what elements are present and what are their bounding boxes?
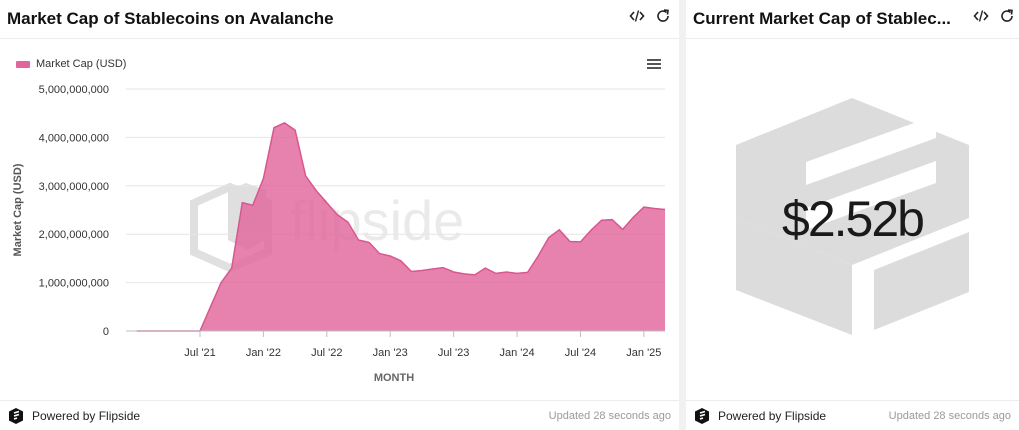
updated-timestamp: Updated 28 seconds ago: [548, 410, 671, 422]
watermark-logo: [736, 98, 969, 335]
code-icon[interactable]: [973, 8, 989, 24]
panel-footer: Powered by Flipside Updated 28 seconds a…: [0, 400, 679, 430]
powered-by-text: Powered by Flipside: [718, 409, 827, 423]
y-tick-label: 5,000,000,000: [39, 84, 109, 96]
panel-title: Market Cap of Stablecoins on Avalanche: [7, 9, 334, 28]
x-tick-label: Jul '21: [184, 347, 215, 359]
panel-header: Current Market Cap of Stablec...: [686, 0, 1019, 39]
x-tick-label: Jan '23: [373, 347, 408, 359]
y-tick-label: 1,000,000,000: [39, 278, 109, 290]
x-axis-title: MONTH: [374, 372, 414, 384]
series-line: [136, 122, 666, 332]
series-area: [136, 122, 666, 332]
x-tick-label: Jul '24: [565, 347, 596, 359]
series-layer: [136, 122, 666, 332]
y-tick-label: 4,000,000,000: [39, 132, 109, 144]
x-tick-label: Jul '22: [311, 347, 342, 359]
panel-title: Current Market Cap of Stablec...: [693, 9, 951, 28]
powered-by-link[interactable]: Powered by Flipside: [7, 407, 140, 425]
current-market-cap-value: $2.52b: [782, 191, 925, 247]
x-tick-label: Jul '23: [438, 347, 469, 359]
flipside-logo-icon: [695, 408, 709, 424]
x-tick-label: Jan '24: [499, 347, 534, 359]
code-icon[interactable]: [629, 8, 645, 24]
y-tick-label: 2,000,000,000: [39, 229, 109, 241]
area-chart: flipside 01,000,000,0002,000,000,0003,00…: [12, 84, 666, 384]
panel-footer: Powered by Flipside Updated 28 seconds a…: [686, 400, 1019, 430]
y-tick-label: 0: [103, 326, 109, 338]
x-tick-label: Jan '22: [246, 347, 281, 359]
menu-icon[interactable]: [645, 56, 663, 72]
updated-timestamp: Updated 28 seconds ago: [888, 410, 1011, 422]
chart-panel: Market Cap of Stablecoins on Avalanche M…: [0, 0, 679, 430]
panel-header: Market Cap of Stablecoins on Avalanche: [0, 0, 679, 39]
value-panel: Current Market Cap of Stablec... $2.52b: [686, 0, 1019, 430]
y-tick-label: 3,000,000,000: [39, 181, 109, 193]
flipside-logo-icon: [9, 408, 23, 424]
legend-label: Market Cap (USD): [36, 58, 127, 70]
powered-by-link[interactable]: Powered by Flipside: [693, 407, 826, 425]
powered-by-text: Powered by Flipside: [32, 409, 141, 423]
legend-swatch: [16, 60, 30, 68]
refresh-icon[interactable]: [999, 8, 1015, 24]
legend-item[interactable]: Market Cap (USD): [16, 58, 126, 70]
axes: 0 1,000,000,000 2,000,000,000 3,000,000,000…: [39, 84, 665, 359]
y-axis-title: Market Cap (USD): [12, 163, 24, 256]
refresh-icon[interactable]: [655, 8, 671, 24]
x-tick-label: Jan '25: [626, 347, 661, 359]
